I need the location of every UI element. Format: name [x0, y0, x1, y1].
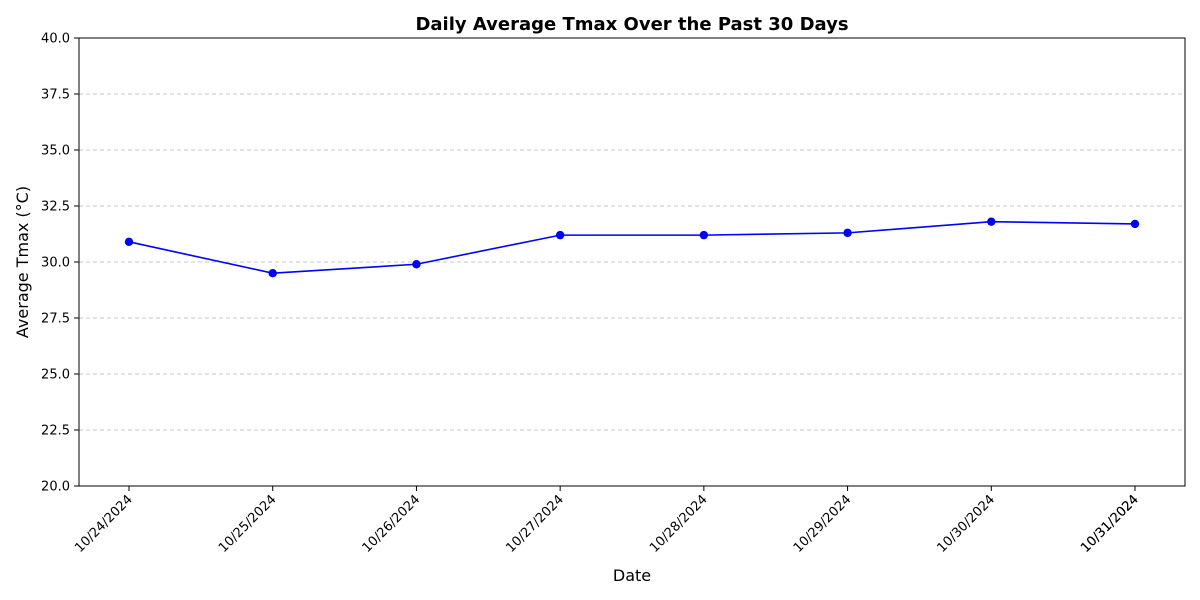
x-tick-label: 10/25/2024: [216, 492, 280, 556]
data-point: [987, 217, 996, 226]
data-point: [124, 237, 134, 247]
y-tick-label: 20.0: [41, 480, 70, 495]
series-line: [128, 220, 1136, 275]
y-tick-label: 40.0: [41, 32, 70, 47]
y-axis: 20.0 22.5 25.0 27.5 30.0 32.5 35.0 37.5 40.0: [41, 32, 79, 495]
y-tick-label: 25.0: [41, 368, 70, 383]
y-axis-title: Average Tmax (°C): [13, 186, 32, 338]
data-point: [268, 269, 277, 278]
chart-title: Daily Average Tmax Over the Past 30 Days: [415, 14, 848, 35]
x-axis: 10/24/2024 10/25/2024 10/26/2024 10/27/2024…: [72, 486, 1142, 556]
x-tick-label: 10/24/2024: [72, 492, 136, 556]
x-tick-label: 10/30/2024: [935, 492, 999, 556]
data-point: [843, 228, 852, 238]
y-tick-label: 30.0: [41, 256, 70, 271]
data-point: [699, 230, 709, 240]
data-point: [1130, 219, 1140, 229]
grid-lines: [79, 93, 1185, 431]
series-group: [124, 217, 1140, 278]
x-tick-label: 10/27/2024: [503, 492, 567, 556]
x-tick-label: 10/28/2024: [647, 492, 711, 556]
y-tick-label: 22.5: [41, 424, 70, 439]
y-tick-label: 32.5: [41, 200, 70, 215]
y-tick-label: 35.0: [41, 144, 70, 159]
data-point: [412, 260, 421, 269]
y-tick-label: 37.5: [41, 88, 70, 103]
x-axis-title: Date: [613, 566, 651, 585]
x-tick-label: 10/26/2024: [360, 492, 424, 556]
y-tick-label: 27.5: [41, 312, 70, 327]
x-tick-label: 10/31/2024: [1078, 492, 1142, 556]
data-point: [555, 230, 565, 240]
x-tick-label: 10/29/2024: [791, 492, 855, 556]
